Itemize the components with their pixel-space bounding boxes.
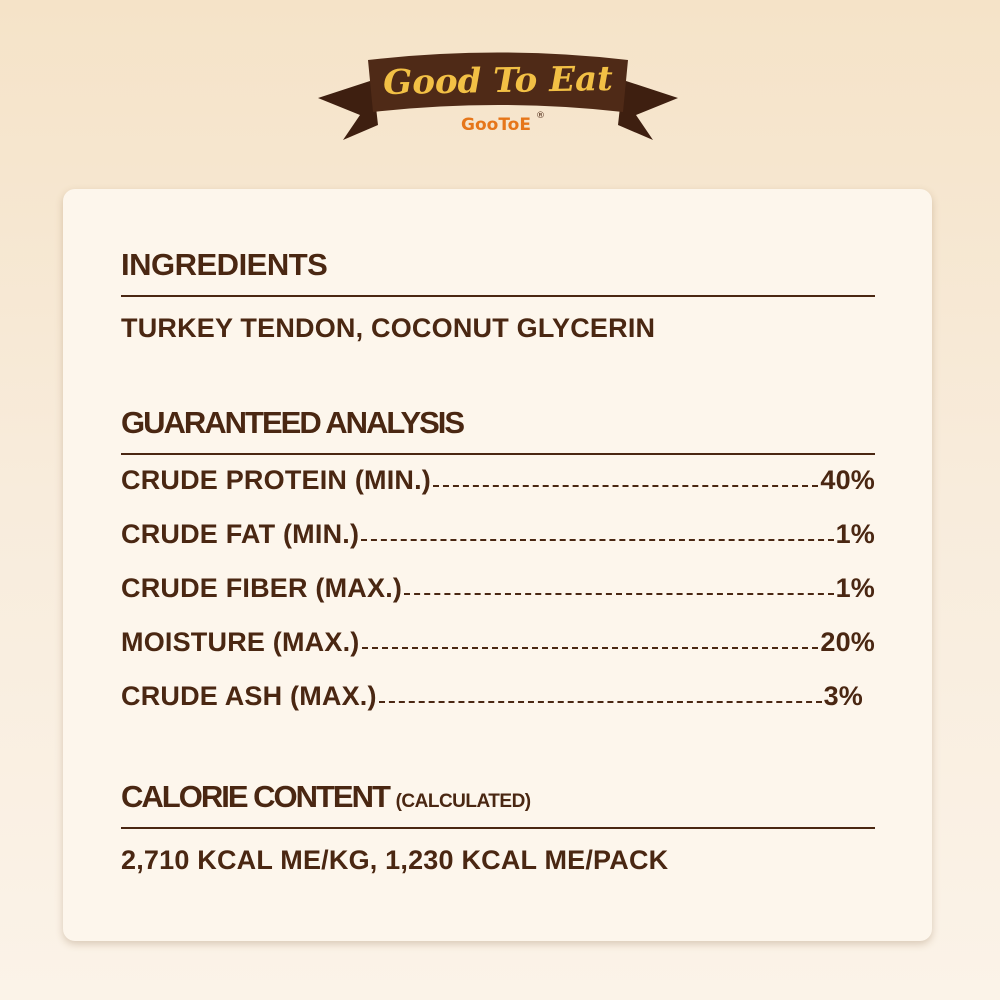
dotted-leader xyxy=(361,647,819,649)
analysis-row: MOISTURE (MAX.) 20% xyxy=(121,627,875,681)
row-value: 20% xyxy=(820,627,875,657)
dotted-leader xyxy=(404,593,834,595)
row-label: CRUDE ASH (MAX.) xyxy=(121,681,377,711)
svg-text:Good To Eat: Good To Eat xyxy=(383,59,614,103)
row-value: 3% xyxy=(823,681,863,711)
analysis-row: CRUDE FIBER (MAX.) 1% xyxy=(121,573,875,627)
good-to-eat-logo: Good To Eat GooToE ® xyxy=(318,52,678,140)
dotted-leader xyxy=(378,701,822,703)
ingredients-section: INGREDIENTS TURKEY TENDON, COCONUT GLYCE… xyxy=(121,247,875,344)
row-value: 40% xyxy=(820,465,875,495)
svg-text:GooToE: GooToE xyxy=(461,115,531,135)
row-label: CRUDE FAT (MIN.) xyxy=(121,519,360,549)
nutrition-card: INGREDIENTS TURKEY TENDON, COCONUT GLYCE… xyxy=(63,189,932,941)
ingredients-title: INGREDIENTS xyxy=(121,247,875,297)
calorie-title-text: CALORIE CONTENT xyxy=(121,779,391,814)
calorie-subtitle: (CALCULATED) xyxy=(395,791,532,812)
analysis-title: GUARANTEED ANALYSIS xyxy=(121,405,875,455)
analysis-row: CRUDE PROTEIN (MIN.) 40% xyxy=(121,465,875,519)
analysis-row: CRUDE ASH (MAX.) 3% xyxy=(121,681,875,735)
ingredients-text: TURKEY TENDON, COCONUT GLYCERIN xyxy=(121,313,656,343)
calorie-title: CALORIE CONTENT (CALCULATED) xyxy=(121,779,875,829)
dotted-leader xyxy=(361,539,834,541)
calorie-section: CALORIE CONTENT (CALCULATED) 2,710 KCAL … xyxy=(121,779,875,876)
dotted-leader xyxy=(433,485,819,487)
calorie-text: 2,710 KCAL ME/KG, 1,230 KCAL ME/PACK xyxy=(121,845,669,875)
analysis-row: CRUDE FAT (MIN.) 1% xyxy=(121,519,875,573)
row-label: MOISTURE (MAX.) xyxy=(121,627,360,657)
row-label: CRUDE PROTEIN (MIN.) xyxy=(121,465,431,495)
row-value: 1% xyxy=(835,573,875,603)
svg-text:®: ® xyxy=(536,111,545,121)
row-value: 1% xyxy=(835,519,875,549)
row-label: CRUDE FIBER (MAX.) xyxy=(121,573,403,603)
analysis-section: GUARANTEED ANALYSIS CRUDE PROTEIN (MIN.)… xyxy=(121,405,875,735)
